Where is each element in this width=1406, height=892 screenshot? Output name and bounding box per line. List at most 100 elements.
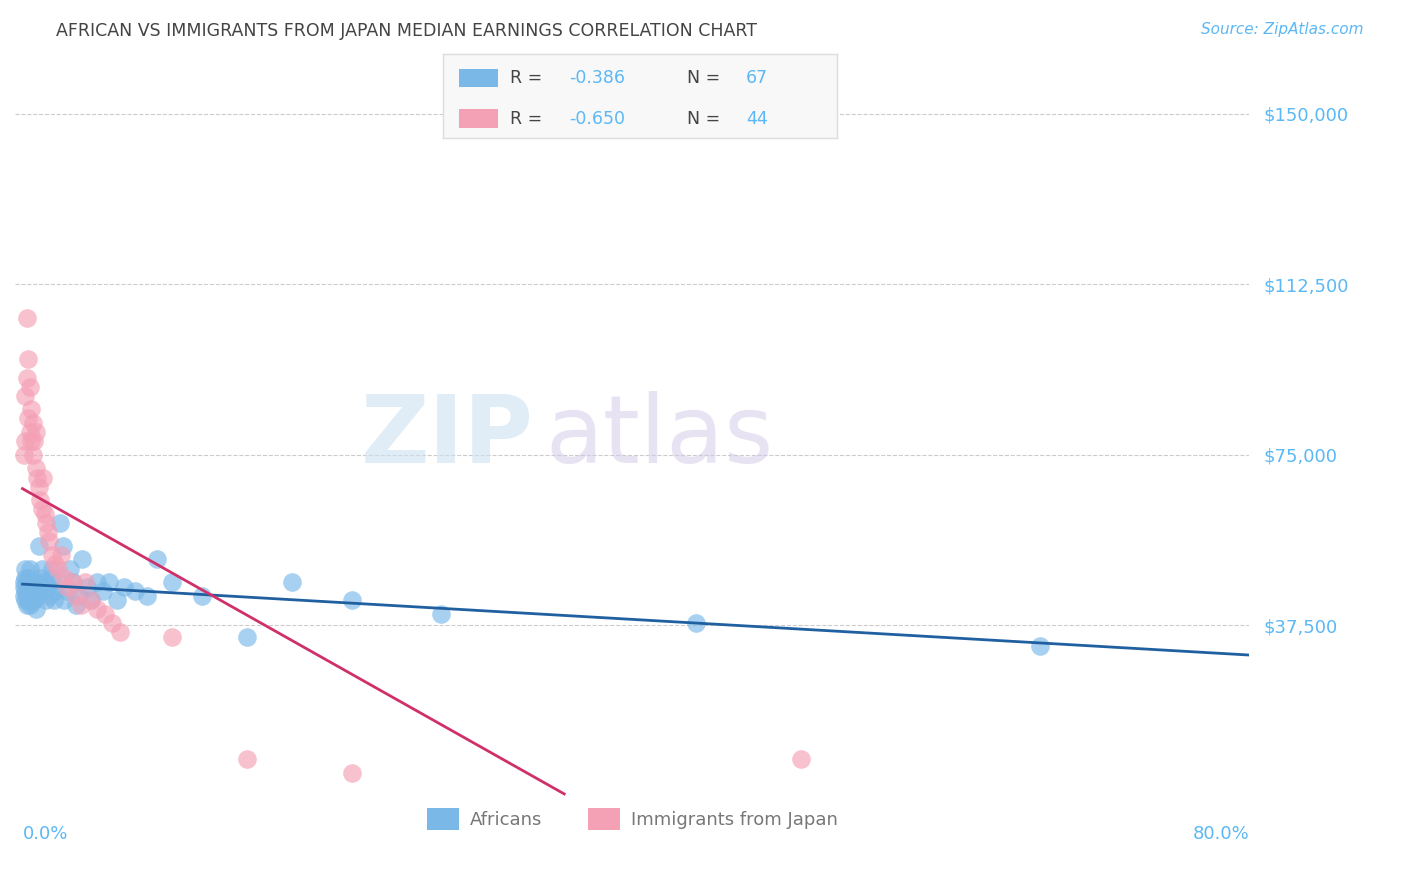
Point — [20, 402, 42, 417]
Point — [18, 589, 41, 603]
Point — [65, 598, 87, 612]
Point — [25, 461, 48, 475]
Point — [35, 516, 58, 530]
Point — [44, 557, 66, 571]
Point — [69, 598, 91, 612]
Point — [789, 752, 811, 766]
Point — [60, 575, 83, 590]
Point — [13, 575, 35, 590]
Text: -0.650: -0.650 — [569, 110, 624, 128]
Bar — [458, 69, 498, 87]
Point — [340, 766, 363, 780]
Point — [32, 470, 55, 484]
Point — [14, 584, 37, 599]
Point — [52, 539, 75, 553]
Point — [34, 575, 56, 590]
Point — [51, 548, 73, 562]
Point — [24, 584, 46, 599]
Point — [281, 575, 304, 590]
Point — [21, 589, 44, 603]
Point — [48, 561, 70, 575]
Point — [146, 552, 169, 566]
Point — [41, 561, 63, 575]
Text: 44: 44 — [747, 110, 768, 128]
Point — [59, 561, 82, 575]
Point — [17, 571, 39, 585]
Text: AFRICAN VS IMMIGRANTS FROM JAPAN MEDIAN EARNINGS CORRELATION CHART: AFRICAN VS IMMIGRANTS FROM JAPAN MEDIAN … — [56, 22, 758, 40]
Point — [15, 598, 38, 612]
Point — [135, 589, 157, 603]
Point — [20, 575, 42, 590]
Point — [160, 630, 183, 644]
Text: R =: R = — [510, 110, 547, 128]
Point — [21, 448, 44, 462]
Point — [13, 589, 35, 603]
Point — [13, 580, 35, 594]
Point — [86, 575, 108, 590]
Point — [20, 434, 42, 449]
Point — [124, 584, 146, 599]
Point — [18, 598, 41, 612]
Text: N =: N = — [688, 110, 725, 128]
Point — [18, 561, 41, 575]
Point — [42, 593, 65, 607]
Point — [14, 571, 37, 585]
Point — [101, 616, 124, 631]
Point — [430, 607, 453, 621]
Point — [108, 625, 131, 640]
Point — [65, 589, 87, 603]
Point — [30, 571, 52, 585]
Point — [28, 539, 51, 553]
Point — [24, 593, 46, 607]
Point — [53, 593, 76, 607]
Point — [15, 575, 38, 590]
Point — [38, 534, 60, 549]
Point — [67, 589, 90, 603]
Point — [105, 593, 128, 607]
Point — [37, 580, 59, 594]
Point — [15, 589, 38, 603]
Point — [21, 580, 44, 594]
Point — [32, 584, 55, 599]
Point — [28, 480, 51, 494]
Point — [98, 575, 121, 590]
Text: 0.0%: 0.0% — [22, 824, 67, 843]
Legend: Africans, Immigrants from Japan: Africans, Immigrants from Japan — [419, 801, 845, 837]
Point — [34, 507, 56, 521]
Point — [14, 389, 37, 403]
Point — [62, 575, 84, 590]
Point — [91, 584, 114, 599]
Point — [72, 552, 94, 566]
Point — [48, 575, 70, 590]
Point — [20, 593, 42, 607]
Point — [27, 470, 49, 484]
Text: R =: R = — [510, 69, 547, 87]
Point — [13, 448, 35, 462]
Point — [685, 616, 707, 631]
Text: ZIP: ZIP — [360, 391, 533, 483]
Point — [21, 416, 44, 430]
Text: -0.386: -0.386 — [569, 69, 624, 87]
Point — [14, 561, 37, 575]
Point — [1029, 639, 1052, 653]
Text: N =: N = — [688, 69, 725, 87]
Point — [191, 589, 214, 603]
Text: atlas: atlas — [546, 391, 775, 483]
Point — [56, 584, 79, 599]
Point — [80, 593, 103, 607]
Point — [30, 493, 52, 508]
Point — [24, 434, 46, 449]
Point — [14, 434, 37, 449]
Point — [80, 593, 103, 607]
Point — [340, 593, 363, 607]
Point — [18, 379, 41, 393]
Point — [49, 516, 72, 530]
Text: 67: 67 — [747, 69, 768, 87]
Point — [25, 575, 48, 590]
Point — [37, 525, 59, 540]
Point — [94, 607, 117, 621]
Point — [35, 593, 58, 607]
Bar — [458, 110, 498, 128]
Point — [25, 602, 48, 616]
Point — [112, 580, 135, 594]
